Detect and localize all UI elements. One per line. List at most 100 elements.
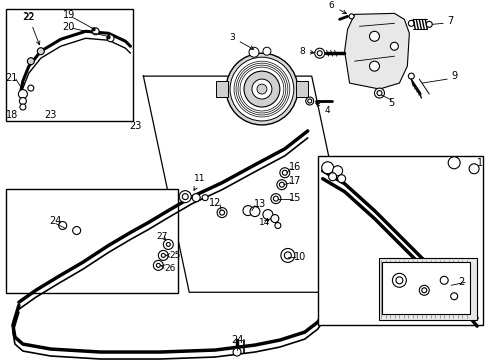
Circle shape [263, 210, 272, 220]
Circle shape [20, 104, 26, 110]
Circle shape [107, 36, 110, 39]
Circle shape [166, 243, 170, 247]
Text: 10: 10 [293, 252, 305, 262]
Text: 23: 23 [44, 110, 57, 120]
Circle shape [439, 276, 447, 284]
Circle shape [158, 251, 168, 260]
Text: 11: 11 [194, 174, 205, 190]
Circle shape [369, 31, 379, 41]
Text: 2: 2 [457, 277, 463, 287]
Text: 22: 22 [23, 13, 40, 45]
Circle shape [332, 166, 342, 176]
Circle shape [217, 208, 226, 217]
Text: 5: 5 [387, 98, 394, 108]
Circle shape [229, 57, 293, 121]
Circle shape [161, 253, 165, 257]
Polygon shape [344, 13, 408, 89]
Text: 20: 20 [62, 22, 75, 32]
Text: 8: 8 [298, 47, 313, 56]
Circle shape [59, 221, 66, 230]
Circle shape [244, 71, 279, 107]
Circle shape [307, 99, 311, 103]
Circle shape [389, 42, 398, 50]
Circle shape [348, 14, 353, 19]
Text: 6: 6 [328, 1, 346, 14]
Circle shape [369, 61, 379, 71]
Circle shape [284, 252, 291, 259]
Circle shape [276, 180, 286, 190]
Circle shape [447, 157, 459, 169]
Text: 21: 21 [6, 73, 18, 83]
Circle shape [256, 84, 266, 94]
Bar [295, 81, 307, 97]
Circle shape [20, 98, 26, 104]
Text: 14: 14 [259, 218, 270, 227]
Circle shape [179, 191, 191, 203]
Circle shape [468, 164, 478, 174]
Circle shape [279, 168, 289, 178]
Text: 24: 24 [230, 335, 243, 345]
Circle shape [202, 195, 208, 201]
Bar [382, 262, 469, 314]
Circle shape [450, 293, 457, 300]
Text: 25: 25 [166, 251, 181, 260]
Circle shape [282, 170, 287, 175]
Circle shape [225, 53, 297, 125]
Text: 26: 26 [161, 264, 176, 273]
Bar [6, 189, 178, 293]
Circle shape [163, 239, 173, 249]
Circle shape [233, 348, 241, 356]
Bar [379, 258, 476, 320]
Text: 24: 24 [49, 216, 62, 226]
Text: 19: 19 [62, 10, 75, 21]
Text: 15: 15 [288, 193, 301, 203]
Circle shape [395, 277, 402, 284]
Circle shape [337, 175, 345, 183]
Circle shape [37, 48, 44, 55]
Circle shape [328, 173, 336, 181]
Text: 18: 18 [6, 110, 18, 120]
Text: 17: 17 [288, 176, 301, 186]
Bar [317, 156, 482, 325]
Text: 4: 4 [315, 103, 330, 116]
Bar [216, 81, 227, 97]
Circle shape [263, 47, 270, 55]
Text: 1: 1 [476, 158, 482, 168]
Circle shape [421, 288, 426, 293]
Circle shape [374, 88, 384, 98]
Circle shape [376, 91, 381, 95]
Circle shape [321, 162, 333, 174]
Circle shape [270, 215, 278, 222]
Text: 16: 16 [288, 162, 300, 172]
Circle shape [248, 47, 259, 57]
Circle shape [274, 222, 280, 229]
Text: 23: 23 [129, 121, 142, 131]
Text: 12: 12 [208, 198, 221, 208]
Circle shape [153, 260, 163, 270]
Circle shape [426, 21, 431, 27]
Circle shape [279, 182, 284, 187]
Circle shape [243, 206, 252, 216]
Circle shape [251, 79, 271, 99]
Circle shape [192, 194, 200, 202]
Circle shape [107, 35, 114, 42]
Text: 9: 9 [450, 71, 456, 81]
Text: 3: 3 [229, 33, 253, 49]
Circle shape [19, 90, 27, 99]
Circle shape [407, 73, 413, 79]
Circle shape [73, 226, 81, 234]
Circle shape [317, 51, 322, 56]
Circle shape [270, 194, 280, 204]
Circle shape [92, 28, 99, 35]
Circle shape [27, 58, 34, 65]
Circle shape [314, 48, 324, 58]
Circle shape [407, 21, 413, 26]
Circle shape [156, 264, 160, 267]
Circle shape [28, 85, 34, 91]
Circle shape [418, 285, 428, 295]
Circle shape [219, 210, 224, 215]
Circle shape [280, 248, 294, 262]
Circle shape [249, 207, 260, 217]
Circle shape [92, 28, 95, 31]
Circle shape [182, 194, 188, 200]
